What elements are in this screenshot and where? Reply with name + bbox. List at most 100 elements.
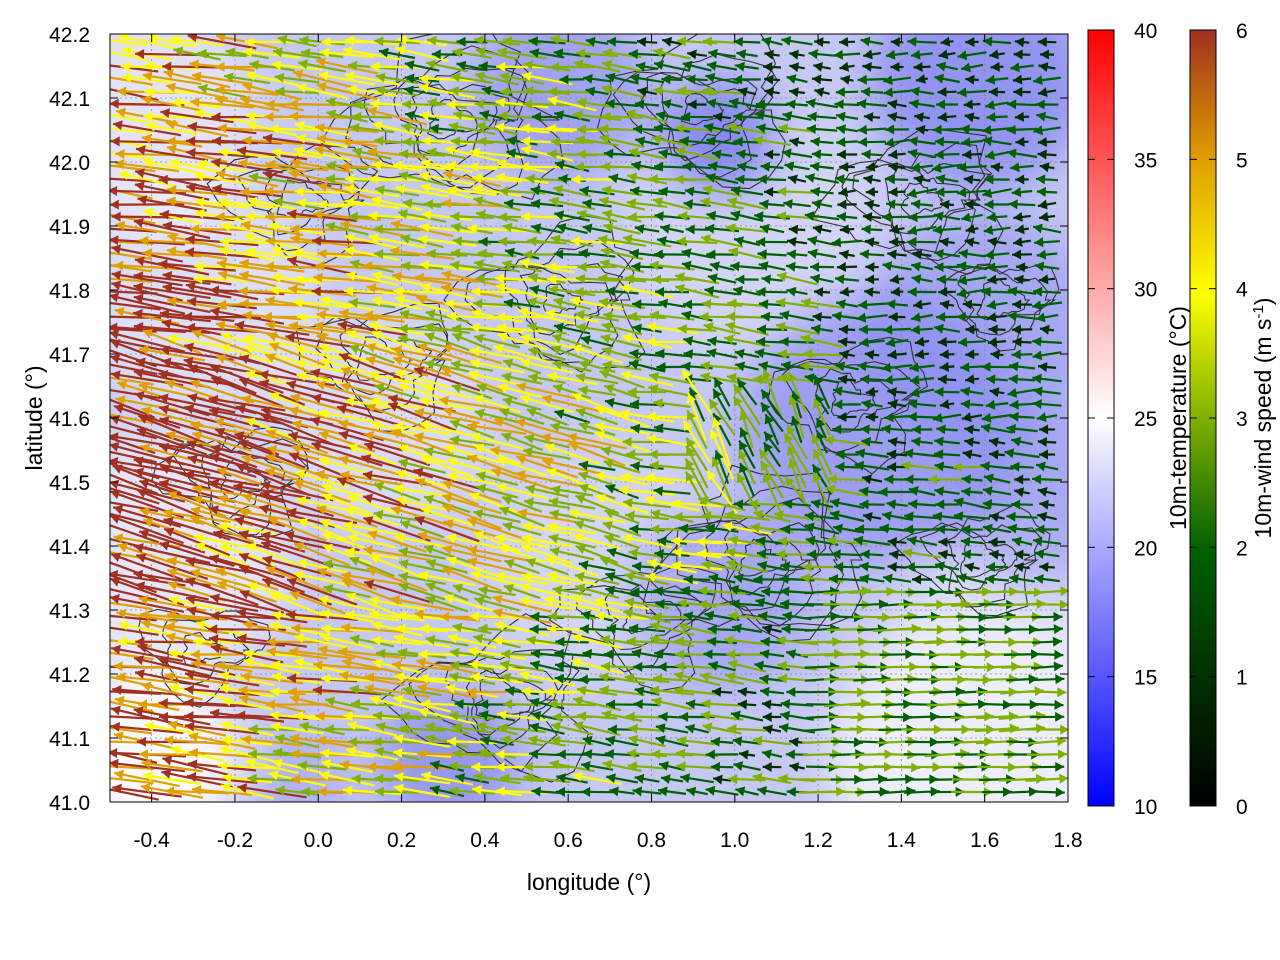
wind-arrow [378,47,416,60]
wind-arrow [934,136,960,147]
wind-arrow [988,537,1006,547]
wind-arrow [838,324,856,335]
wind-arrow [815,417,829,442]
wind-arrow [602,360,642,371]
wind-arrow [243,657,301,675]
wind-arrow [556,773,588,784]
wind-arrow [570,296,624,311]
wind-arrow [192,494,252,513]
wind-arrow [521,534,573,548]
wind-arrow [492,608,552,624]
wind-arrow [776,271,818,286]
wind-arrow [420,183,474,200]
wind-arrow [1038,211,1056,222]
wind-arrow [323,584,371,599]
wind-arrow [864,237,880,248]
wind-arrow [221,696,273,711]
wind-arrow [606,623,638,634]
wind-arrow [546,371,598,386]
wind-arrow [502,259,542,273]
wind-arrow [812,224,832,235]
wind-arrow [246,582,298,601]
wind-arrow [374,786,420,797]
wind-arrow [310,368,384,389]
wind-arrow [814,37,830,48]
wind-arrow [599,556,645,578]
wind-arrow [247,773,297,784]
wind-arrow [420,506,474,527]
wind-arrow [622,234,672,248]
wind-arrow [599,672,645,685]
wind-arrow [568,508,626,524]
wind-arrow [881,212,913,223]
wind-arrow [110,644,184,662]
wind-arrow [286,380,358,403]
wind-arrow [701,698,743,709]
wind-arrow [911,424,933,435]
wind-arrow [158,442,236,465]
wind-arrow [190,568,254,589]
wind-arrow [983,473,1011,484]
y-tick-label: 41.1 [49,728,90,751]
wind-arrow [957,87,987,98]
wind-arrow [496,456,548,477]
wind-arrow [478,585,516,597]
wind-arrow [939,237,955,248]
wind-arrow [726,559,768,574]
wind-arrow [225,47,269,60]
wind-arrow [110,126,151,134]
wind-arrow [468,659,526,672]
wind-arrow [184,247,260,259]
wind-arrow [583,73,611,84]
wind-arrow [423,544,471,564]
wind-arrow [443,519,501,539]
wind-arrow [365,343,429,365]
wind-arrow [905,562,939,572]
wind-arrow [762,368,782,416]
wind-arrow [985,100,1009,110]
wind-arrow [760,388,784,421]
wind-arrow [209,593,285,614]
wind-arrow [1008,374,1036,385]
wind-arrow [275,86,319,97]
wind-arrow [908,499,936,510]
wind-arrow [110,329,186,353]
contour-line [767,336,929,475]
wind-arrow [389,246,455,260]
wind-arrow [981,361,1013,372]
wind-arrow [541,457,603,475]
wind-arrow [834,174,860,185]
wind-arrow [246,542,298,566]
wind-arrow [705,72,739,85]
wind-arrow [602,521,642,538]
wind-arrow [964,424,980,435]
wind-arrow [551,333,593,350]
colorbar-tick-label: 0 [1236,796,1248,819]
wind-arrow [683,336,711,346]
wind-arrow [347,84,397,97]
wind-arrow [675,661,719,672]
wind-arrow [658,148,686,159]
wind-arrow [835,361,859,372]
wind-arrow [671,560,723,571]
wind-arrow [362,493,432,514]
wind-arrow [711,456,733,503]
wind-arrow [733,36,761,47]
wind-arrow [578,248,616,259]
wind-arrow [839,224,855,235]
wind-arrow [110,113,150,124]
wind-arrow [836,262,858,272]
wind-arrow [963,99,981,110]
wind-arrow [961,549,983,560]
wind-arrow [964,112,980,123]
temperature-colorbar-label: 10m-temperature (°C) [1165,306,1191,530]
wind-arrow [444,444,500,464]
wind-arrow [653,398,691,409]
wind-arrow [520,358,574,374]
wind-arrow [365,403,429,430]
wind-arrow [218,147,276,159]
wind-arrow [497,383,547,400]
wind-arrow [143,207,201,225]
colorbar-tick-label: 5 [1236,149,1248,172]
wind-arrow [364,683,430,698]
